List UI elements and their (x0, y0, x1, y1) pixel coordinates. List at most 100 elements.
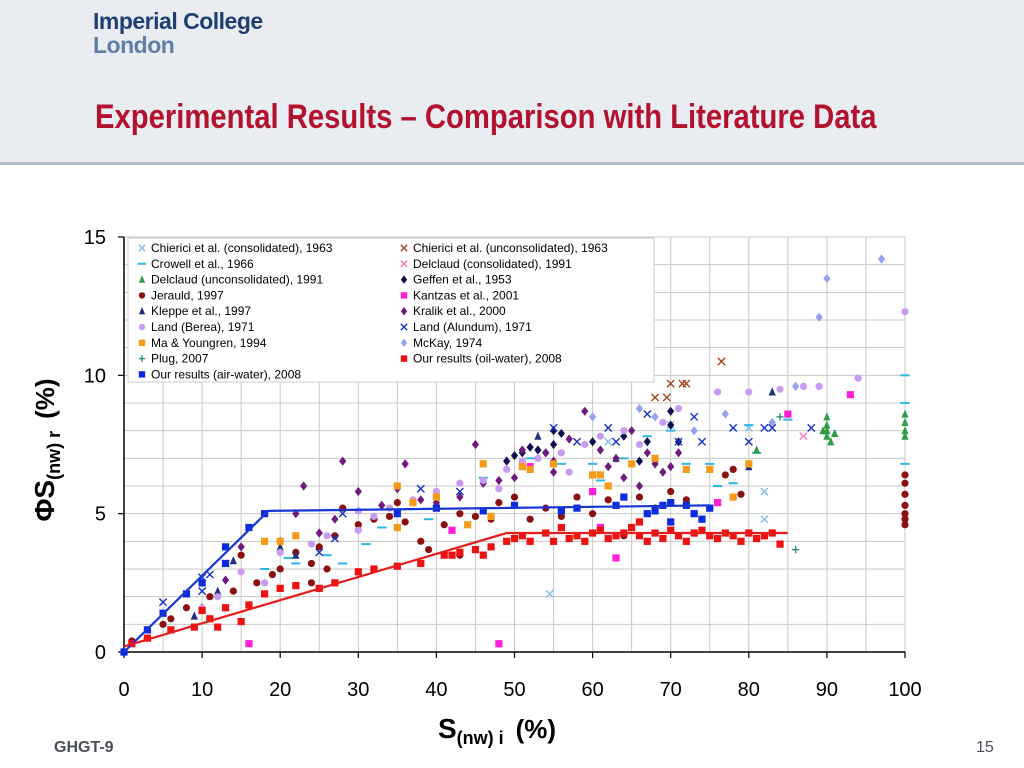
data-point-series-12 (487, 512, 495, 521)
y-tick-label: 5 (95, 504, 106, 526)
data-point-series-9 (378, 500, 386, 510)
data-point-series-6 (471, 512, 480, 521)
data-point-series-7 (713, 499, 722, 507)
legend-marker (138, 244, 146, 252)
data-point-series-5 (635, 456, 644, 466)
data-point-series-12 (589, 471, 597, 479)
header-band (0, 0, 1024, 165)
data-point-series-6 (417, 537, 425, 545)
legend-label: Chierici et al. (unconsolidated), 1963 (413, 241, 608, 255)
data-point-series-10 (518, 457, 526, 465)
legend-label: Delclaud (unconsolidated), 1991 (151, 273, 323, 287)
data-point-series-10 (237, 568, 245, 576)
legend-label: Ma & Youngren, 1994 (151, 336, 267, 350)
data-point-series-9 (620, 473, 628, 483)
data-point-series-15 (753, 534, 761, 543)
data-point-series-6 (729, 465, 737, 473)
data-point-series-13 (651, 412, 659, 422)
data-point-series-7 (245, 640, 253, 648)
data-point-series-11 (198, 587, 207, 596)
data-point-series-5 (589, 437, 597, 447)
data-point-series-15 (370, 565, 378, 573)
data-point-series-12 (549, 460, 558, 468)
trend-line-1 (123, 531, 788, 648)
data-point-series-15 (190, 623, 198, 631)
data-point-series-15 (573, 532, 581, 540)
data-point-series-15 (557, 523, 565, 532)
data-point-series-9 (612, 453, 620, 463)
data-point-series-10 (620, 427, 628, 435)
data-point-series-6 (276, 565, 284, 573)
data-point-series-10 (815, 382, 823, 390)
data-point-series-6 (167, 615, 175, 623)
data-point-series-15 (456, 548, 464, 556)
data-point-series-6 (456, 510, 464, 518)
data-point-series-10 (307, 540, 316, 548)
data-point-series-15 (635, 518, 644, 526)
legend-box (127, 237, 655, 383)
data-point-series-11 (604, 423, 613, 432)
data-point-series-15 (604, 534, 612, 543)
data-point-series-9 (495, 475, 503, 486)
data-point-series-12 (745, 460, 753, 468)
data-point-series-15 (221, 604, 230, 612)
data-point-series-16 (510, 501, 519, 509)
data-point-series-11 (690, 412, 699, 421)
data-point-series-9 (315, 528, 323, 538)
data-point-series-9 (596, 445, 605, 455)
data-point-series-6 (510, 493, 519, 501)
data-point-series-6 (901, 490, 909, 498)
data-point-series-6 (237, 551, 245, 559)
data-point-series-7 (589, 487, 597, 496)
data-point-series-9 (339, 456, 347, 466)
data-point-series-4 (901, 426, 909, 435)
data-point-series-10 (276, 548, 284, 557)
data-point-series-12 (729, 493, 737, 501)
data-point-series-6 (901, 501, 909, 509)
x-tick-label: 0 (118, 679, 129, 701)
data-point-series-10 (659, 418, 667, 426)
data-point-series-5 (526, 442, 534, 452)
legend-label: Kralik et al., 2000 (413, 304, 506, 318)
data-point-series-16 (221, 543, 230, 551)
data-point-series-9 (667, 462, 675, 472)
legend-marker (138, 292, 146, 299)
data-point-series-7 (495, 640, 503, 648)
data-point-series-15 (354, 568, 362, 576)
data-point-series-1 (666, 379, 675, 388)
data-point-series-0 (545, 589, 554, 598)
data-point-series-5 (620, 431, 628, 441)
data-point-series-9 (331, 514, 339, 524)
data-point-series-6 (635, 493, 644, 501)
legend-label: Land (Alundum), 1971 (413, 320, 532, 334)
legend-marker (400, 292, 408, 299)
data-point-series-6 (721, 471, 729, 479)
data-point-series-13 (635, 403, 644, 414)
data-point-series-16 (667, 518, 675, 526)
data-point-series-5 (510, 450, 519, 461)
legend-marker (400, 338, 408, 347)
data-point-series-15 (448, 551, 456, 559)
data-point-series-10 (495, 485, 503, 493)
data-point-series-11 (611, 437, 621, 446)
data-point-series-16 (612, 501, 620, 509)
data-point-series-12 (276, 537, 284, 545)
data-point-series-5 (557, 428, 565, 439)
y-tick-label: 0 (95, 642, 106, 664)
data-point-series-15 (214, 623, 222, 631)
data-point-series-0 (604, 437, 613, 446)
data-point-series-10 (354, 526, 362, 534)
data-point-series-9 (581, 406, 589, 416)
data-point-series-6 (159, 620, 167, 628)
data-point-series-12 (628, 460, 636, 468)
data-point-series-15 (596, 526, 605, 534)
data-point-series-15 (518, 532, 526, 540)
data-point-series-11 (205, 570, 215, 579)
data-point-series-1 (682, 379, 691, 388)
data-point-series-6 (268, 570, 276, 579)
data-point-series-16 (690, 510, 698, 518)
legend-marker (138, 275, 146, 283)
data-point-series-11 (760, 423, 769, 432)
data-point-series-16 (182, 590, 191, 598)
data-point-series-15 (292, 582, 300, 590)
